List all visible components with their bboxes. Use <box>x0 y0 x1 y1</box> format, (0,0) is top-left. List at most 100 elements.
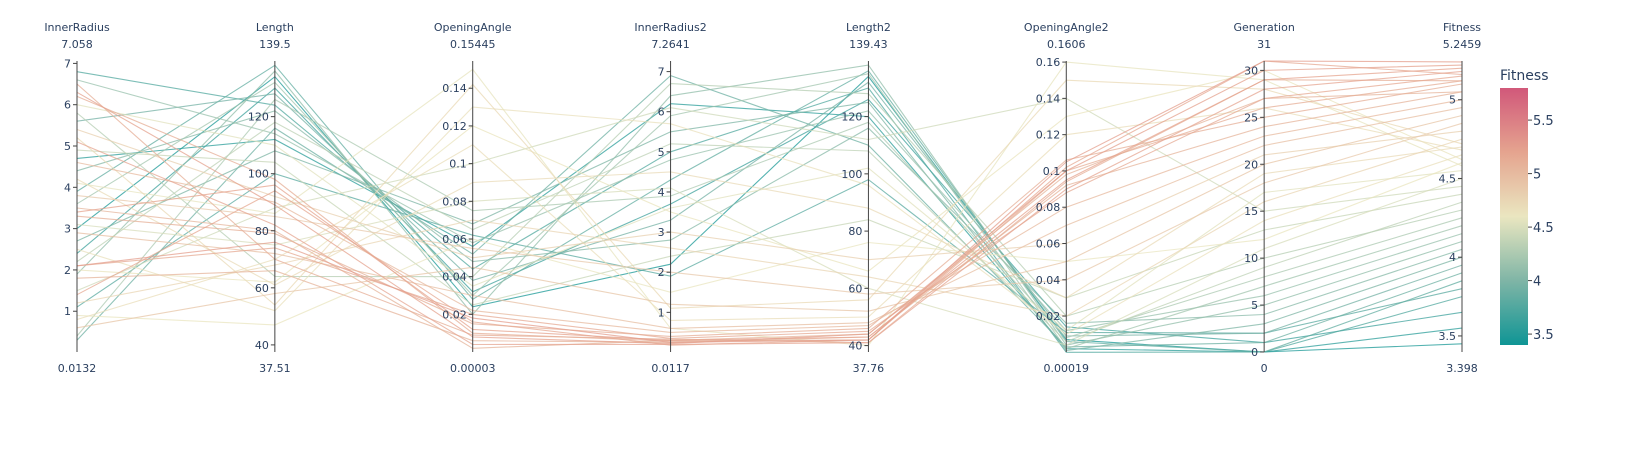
axis-min-label: 0.00003 <box>450 362 496 375</box>
record-line <box>76 79 1463 332</box>
tick-label: 10 <box>1244 252 1258 265</box>
axis-title: OpeningAngle <box>434 21 512 34</box>
axis-min-label: 37.51 <box>259 362 291 375</box>
record-line <box>76 101 1463 352</box>
tick-label: 80 <box>848 225 862 238</box>
tick-label: 60 <box>848 282 862 295</box>
record-line <box>76 173 1463 334</box>
axis-generation[interactable]: Generation 31 00 5 10 15 20 25 30 <box>1233 21 1294 375</box>
tick-label: 1 <box>64 305 71 318</box>
axis-title: Length <box>256 21 294 34</box>
axis-length[interactable]: Length 139.5 37.51 40 60 80 100 120 <box>248 21 294 375</box>
axis-min-label: 0 <box>1261 362 1268 375</box>
tick-label: 0.08 <box>442 195 467 208</box>
record-line <box>76 128 1463 261</box>
axis-length2[interactable]: Length2 139.43 37.76 40 60 80 100 120 <box>841 21 890 375</box>
axis-max-label: 7.058 <box>61 38 93 51</box>
axis-title: Length2 <box>846 21 891 34</box>
tick-label: 2 <box>658 266 665 279</box>
tick-label: 3 <box>658 226 665 239</box>
axis-innerradius[interactable]: InnerRadius 7.058 0.0132 1 2 3 4 5 6 7 <box>44 21 110 375</box>
axis-min-label: 0.0117 <box>651 362 690 375</box>
axis-openingangle[interactable]: OpeningAngle 0.15445 0.00003 0.02 0.04 0.06 0.… <box>434 21 512 375</box>
record-line <box>76 121 1463 343</box>
tick-label: 0.14 <box>442 82 467 95</box>
axis-max-label: 31 <box>1257 38 1271 51</box>
tick-label: 100 <box>841 168 862 181</box>
axis-title: InnerRadius <box>44 21 110 34</box>
tick-label: 4 <box>1449 251 1456 264</box>
tick-label: 0.08 <box>1036 201 1061 214</box>
tick-label: 3 <box>64 223 71 236</box>
tick-label: 6 <box>64 99 71 112</box>
tick-label: 0.1 <box>449 158 467 171</box>
record-line <box>76 64 1463 346</box>
tick-label: 5 <box>64 140 71 153</box>
axis-fitness[interactable]: Fitness 5.2459 3.398 3.5 4 4.5 5 <box>1439 21 1482 375</box>
axis-max-label: 7.2641 <box>651 38 690 51</box>
tick-label: 0.04 <box>1036 274 1061 287</box>
tick-label: 60 <box>255 282 269 295</box>
record-line <box>76 64 1463 353</box>
tick-label: 0.06 <box>442 233 467 246</box>
tick-label: 25 <box>1244 111 1258 124</box>
record-line <box>76 107 1463 329</box>
tick-label: 1 <box>658 306 665 319</box>
tick-label: 7 <box>64 57 71 70</box>
axis-title: OpeningAngle2 <box>1024 21 1109 34</box>
tick-label: 3.5 <box>1439 330 1457 343</box>
record-line <box>76 114 1463 329</box>
tick-label: 4 <box>64 181 71 194</box>
axes-layer: InnerRadius 7.058 0.0132 1 2 3 4 5 6 7 Length 139.5… <box>44 21 1481 375</box>
tick-label: 15 <box>1244 205 1258 218</box>
axis-title: Fitness <box>1443 21 1481 34</box>
tick-label: 0.14 <box>1036 92 1061 105</box>
record-line <box>76 107 1463 321</box>
tick-label: 6 <box>658 106 665 119</box>
tick-label: 4 <box>658 186 665 199</box>
record-line <box>76 162 1463 326</box>
record-line <box>76 83 1463 337</box>
tick-label: 5 <box>658 146 665 159</box>
axis-innerradius2[interactable]: InnerRadius2 7.2641 0.0117 1 2 3 4 5 6 7 <box>634 21 706 375</box>
record-line <box>76 70 1463 346</box>
tick-label: 0.1 <box>1043 165 1061 178</box>
polylines-layer <box>76 60 1463 353</box>
colorbar-gradient <box>1500 88 1528 345</box>
axis-openingangle2[interactable]: OpeningAngle2 0.1606 0.00019 0.02 0.04 0.06 0.… <box>1024 21 1109 375</box>
record-line <box>76 98 1463 339</box>
record-line <box>76 99 1463 333</box>
tick-label: 5 <box>1251 299 1258 312</box>
tick-label: 120 <box>248 111 269 124</box>
record-line <box>76 60 1463 343</box>
tick-label: 0.12 <box>1036 129 1061 142</box>
tick-label: 0.06 <box>1036 237 1061 250</box>
axis-title: InnerRadius2 <box>634 21 706 34</box>
tick-label: 0.04 <box>442 271 467 284</box>
colorbar-tick-label: 4 <box>1533 275 1541 290</box>
tick-label: 40 <box>255 339 269 352</box>
axis-max-label: 139.5 <box>259 38 291 51</box>
record-line <box>76 91 1463 343</box>
record-line <box>76 138 1463 317</box>
axis-max-label: 139.43 <box>849 38 888 51</box>
axis-title: Generation <box>1233 21 1294 34</box>
tick-label: 40 <box>848 340 862 353</box>
record-line <box>76 104 1463 332</box>
tick-label: 4.5 <box>1439 172 1457 185</box>
record-line <box>76 75 1463 339</box>
colorbar-tick-label: 5.5 <box>1533 114 1554 129</box>
tick-label: 20 <box>1244 158 1258 171</box>
tick-label: 5 <box>1449 94 1456 107</box>
record-line <box>76 60 1463 346</box>
record-line <box>76 81 1463 337</box>
record-line <box>76 97 1463 292</box>
axis-min-label: 0.00019 <box>1044 362 1090 375</box>
record-line <box>76 110 1463 324</box>
axis-max-label: 5.2459 <box>1443 38 1482 51</box>
record-line <box>76 74 1463 348</box>
axis-max-label: 0.15445 <box>450 38 496 51</box>
tick-label: 100 <box>248 168 269 181</box>
tick-label: 0.12 <box>442 120 467 133</box>
tick-label: 0 <box>1251 346 1258 359</box>
